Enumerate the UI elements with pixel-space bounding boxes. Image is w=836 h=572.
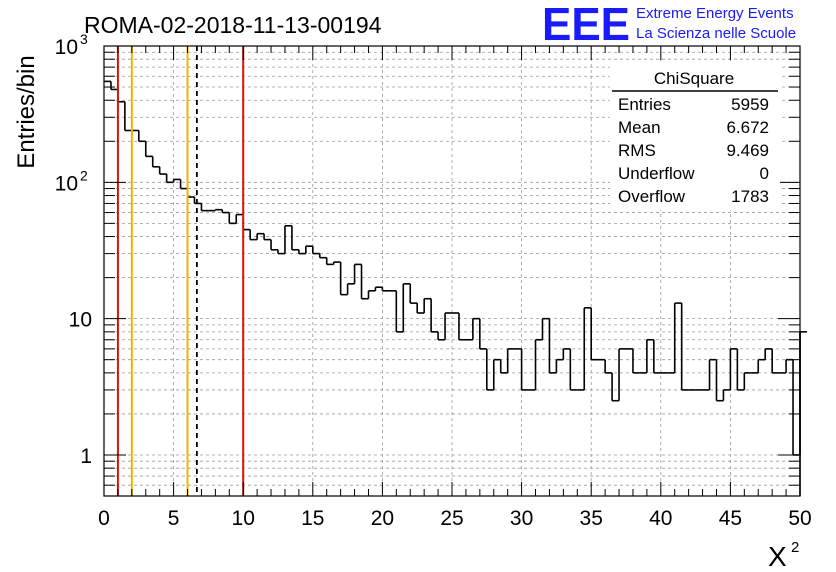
y-tick-label: 10 [69,309,92,332]
x-tick-label: 25 [440,507,463,530]
chart-title: ROMA-02-2018-11-13-00194 [84,12,382,38]
y-tick-label-exponent: 2 [80,167,88,183]
stats-label-underflow: Underflow [618,164,695,183]
y-tick-label: 10 [55,172,78,195]
eee-logo: EEE [542,0,630,50]
reference-lines [116,46,245,496]
y-tick-label-exponent: 3 [80,31,88,47]
x-tick-label: 30 [510,507,533,530]
x-tick-label: 50 [788,507,811,530]
x-tick-label: 5 [168,507,180,530]
stats-label-overflow: Overflow [618,187,686,206]
x-tick-label: 40 [649,507,672,530]
stats-box-background [610,62,780,210]
stats-value-overflow: 1783 [731,187,769,206]
stats-value-entries: 5959 [731,95,769,114]
stats-label-entries: Entries [618,95,671,114]
x-tick-label: 0 [98,507,110,530]
logo-line-2: La Scienza nelle Scuole [636,25,796,42]
logo-line-1: Extreme Energy Events [636,5,794,22]
stats-box-title: ChiSquare [654,69,734,88]
stats-value-rms: 9.469 [726,141,769,160]
stats-label-rms: RMS [618,141,656,160]
y-tick-label: 1 [80,445,92,468]
x-tick-label: 10 [232,507,255,530]
x-tick-label: 20 [371,507,394,530]
stats-value-mean: 6.672 [726,118,769,137]
stats-label-mean: Mean [618,118,661,137]
stats-value-underflow: 0 [760,164,769,183]
stats-box: ChiSquare Entries 5959 Mean 6.672 RMS 9.… [610,62,780,210]
y-axis-label: Entries/bin [13,55,40,168]
x-tick-labels: 0 5 10 15 20 25 30 35 40 45 50 [98,507,812,530]
x-tick-label: 15 [301,507,324,530]
y-tick-label: 10 [55,36,78,59]
x-axis-label-superscript: 2 [791,539,799,556]
axis-ticks [103,46,801,497]
x-tick-label: 35 [580,507,603,530]
x-tick-label: 45 [719,507,742,530]
x-axis-label: X [768,541,787,572]
